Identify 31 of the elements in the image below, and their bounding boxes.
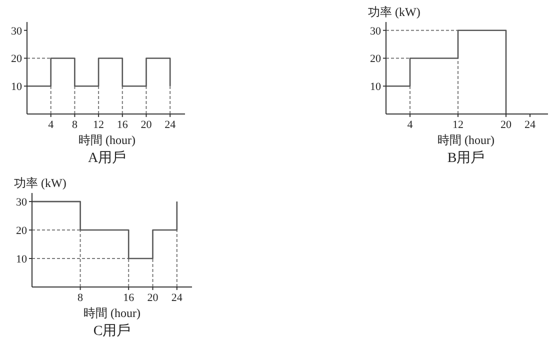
x-tick-label: 24 <box>524 119 536 131</box>
y-tick-label: 10 <box>16 254 28 266</box>
x-tick-label: 24 <box>171 292 183 304</box>
text: A用戶 <box>88 150 126 166</box>
text: B用戶 <box>447 150 485 166</box>
y-tick-label: 20 <box>11 53 22 66</box>
x-tick-label: 20 <box>140 119 152 131</box>
x-tick-label: 20 <box>500 119 512 131</box>
x-tick-label: 24 <box>164 119 176 131</box>
y-tick-label: 20 <box>16 225 28 238</box>
x-tick-label: 4 <box>48 119 54 131</box>
y-axis-title: 功率 (kW) <box>368 5 420 19</box>
y-tick-label: 30 <box>16 196 28 209</box>
x-tick-label: 16 <box>116 119 128 131</box>
x-tick-label: 4 <box>407 119 414 131</box>
y-axis-title: 功率 (kW) <box>14 176 66 190</box>
x-axis-title: 時間 (hour) <box>84 306 140 320</box>
y-tick-label: 10 <box>11 81 22 94</box>
x-axis-title: 時間 (hour) <box>78 133 136 147</box>
y-tick-label: 10 <box>370 81 382 94</box>
x-tick-label: 16 <box>123 292 135 304</box>
x-tick-label: 20 <box>147 292 159 304</box>
y-tick-label: 30 <box>11 25 22 38</box>
x-tick-label: 8 <box>78 292 84 304</box>
y-tick-label: 30 <box>370 25 382 38</box>
x-tick-label: 12 <box>93 119 104 131</box>
x-tick-label: 8 <box>72 119 78 131</box>
x-tick-label: 12 <box>452 119 464 131</box>
text: C用戶 <box>93 323 131 339</box>
x-axis-title: 時間 (hour) <box>438 133 494 147</box>
y-tick-label: 20 <box>370 53 382 66</box>
